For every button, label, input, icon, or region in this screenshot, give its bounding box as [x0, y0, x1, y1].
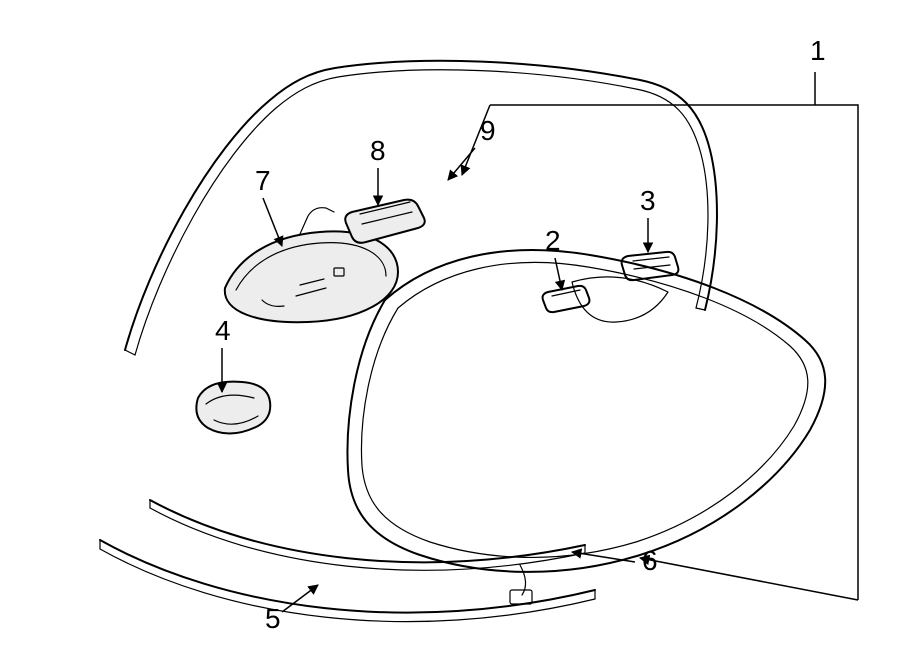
- svg-text:3: 3: [640, 185, 656, 216]
- svg-text:9: 9: [480, 115, 496, 146]
- svg-text:7: 7: [255, 165, 271, 196]
- callout-2: 2: [545, 225, 562, 290]
- mirror-base-cover: [196, 382, 270, 434]
- mirror-mount-bracket: [345, 200, 425, 243]
- svg-text:8: 8: [370, 135, 386, 166]
- callout-7: 7: [255, 165, 282, 246]
- stopper-a: [543, 286, 590, 312]
- svg-text:5: 5: [265, 603, 281, 634]
- callout-8: 8: [370, 135, 386, 205]
- callout-1: 1: [462, 35, 858, 600]
- svg-text:2: 2: [545, 225, 561, 256]
- callout-5: 5: [265, 585, 318, 634]
- callout-9: 9: [448, 115, 496, 180]
- callout-4: 4: [215, 315, 231, 392]
- svg-text:6: 6: [642, 545, 658, 576]
- callout-3: 3: [640, 185, 656, 252]
- windshield-glass: [347, 250, 825, 604]
- parts-diagram: 1 2 3 4 5 6 7 8 9: [0, 0, 900, 661]
- lower-molding-inner: [150, 500, 585, 570]
- svg-text:1: 1: [810, 35, 826, 66]
- svg-text:4: 4: [215, 315, 231, 346]
- lower-molding-outer: [100, 540, 595, 622]
